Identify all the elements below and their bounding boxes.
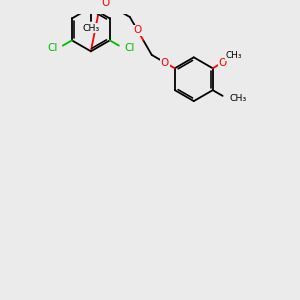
Text: CH₃: CH₃ — [82, 24, 100, 33]
Text: O: O — [101, 0, 109, 8]
Text: Cl: Cl — [124, 43, 134, 53]
Text: Cl: Cl — [47, 43, 58, 53]
Text: CH₃: CH₃ — [230, 94, 247, 103]
Text: CH₃: CH₃ — [226, 51, 242, 60]
Text: O: O — [133, 25, 142, 35]
Text: O: O — [161, 58, 169, 68]
Text: O: O — [218, 58, 227, 68]
